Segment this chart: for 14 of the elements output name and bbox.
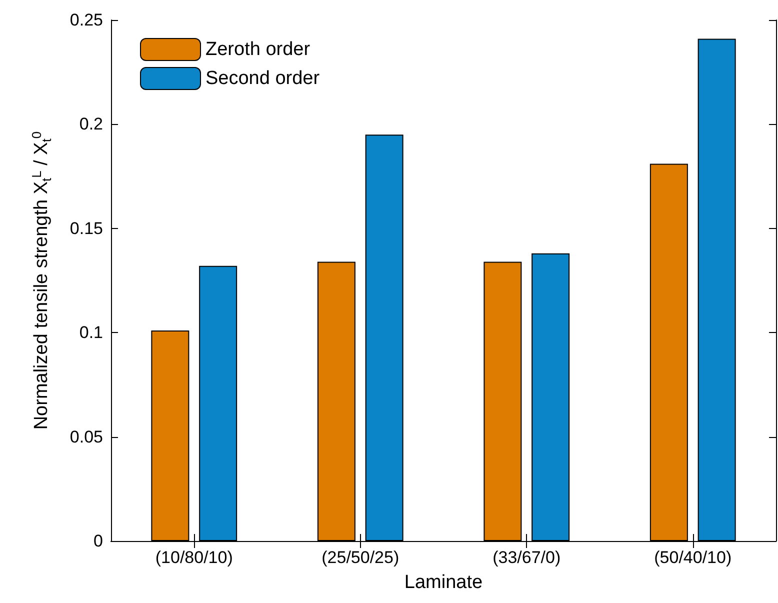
y-tick-label: 0.15 <box>70 218 103 238</box>
x-tick-label: (25/50/25) <box>322 548 400 567</box>
y-axis-title: Normalized tensile strength XtL / Xt0 <box>29 131 54 430</box>
y-tick-label: 0.1 <box>79 323 103 342</box>
x-tick-label: (50/40/10) <box>654 548 732 567</box>
x-tick-label: (10/80/10) <box>155 548 233 567</box>
x-tick-label: (33/67/0) <box>492 548 561 567</box>
x-axis-title: Laminate <box>404 572 483 593</box>
legend-label: Second order <box>206 68 320 89</box>
y-tick-label: 0.05 <box>70 427 103 446</box>
y-tick-label: 0.25 <box>70 10 103 30</box>
legend-label: Zeroth order <box>206 39 311 60</box>
y-tick-label: 0 <box>94 532 103 550</box>
y-tick-label: 0.2 <box>79 114 103 134</box>
